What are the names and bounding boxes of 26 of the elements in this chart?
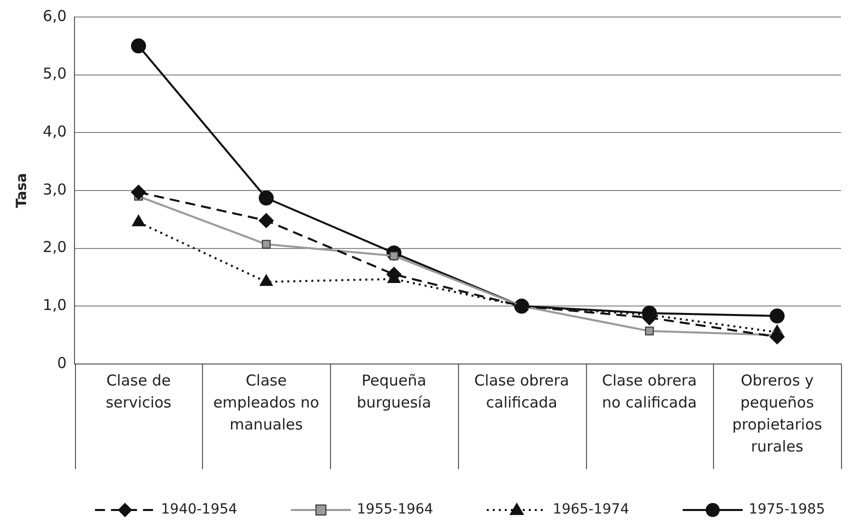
point <box>131 38 146 54</box>
y-tick-label: 6,0 <box>42 6 67 25</box>
x-tick-label: Clase empleados no manuales <box>213 371 320 434</box>
point <box>770 329 785 344</box>
y-tick-label: 4,0 <box>42 122 67 141</box>
x-tick-label: Obreros y pequeños propietarios rurales <box>732 371 822 456</box>
y-tick-label: 5,0 <box>42 64 67 83</box>
y-tick-label: 1,0 <box>42 296 67 314</box>
point <box>645 326 654 336</box>
legend-label: 1965-1974 <box>552 502 630 518</box>
y-tick-label: 2,0 <box>42 238 67 256</box>
x-tick-label: Clase obrera calificada <box>474 371 570 412</box>
legend-label: 1940-1954 <box>161 502 238 518</box>
x-tick-label: Clase obrera no calificada <box>602 371 697 412</box>
legend-label: 1975-1985 <box>748 502 826 518</box>
x-tick-label: Pequeña burguesía <box>356 371 432 412</box>
point <box>262 240 271 249</box>
point <box>258 190 274 206</box>
x-tick-label: Clase de servicios <box>106 371 172 412</box>
y-axis-title: Tasa <box>14 173 30 208</box>
point <box>131 184 146 200</box>
y-tick-label: 0 <box>57 354 67 372</box>
point <box>770 308 785 324</box>
point <box>258 213 274 228</box>
y-tick-label: 3,0 <box>42 180 67 198</box>
legend-label: 1955-1964 <box>356 502 434 518</box>
